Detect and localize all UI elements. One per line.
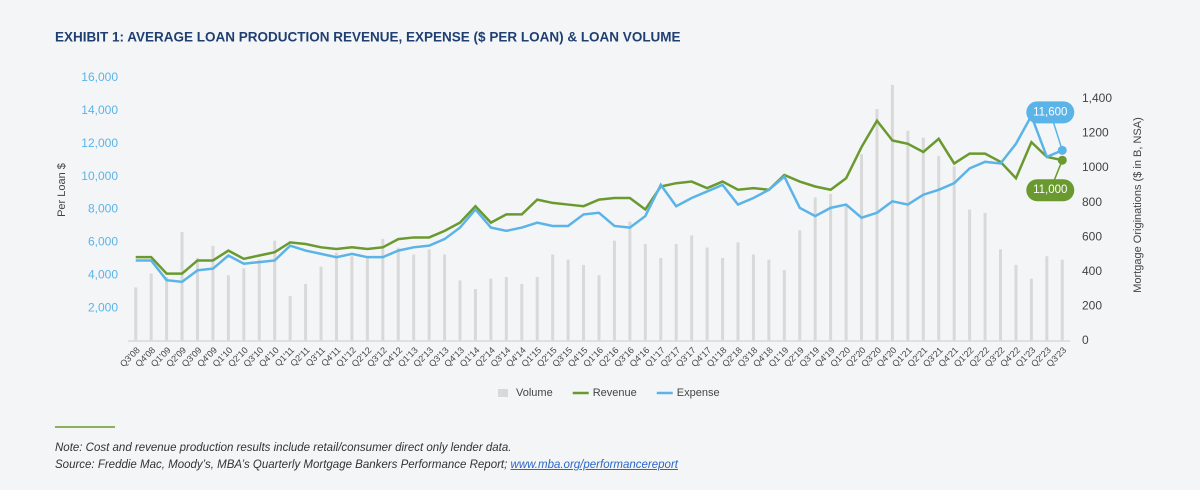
bar — [134, 287, 138, 341]
bar — [396, 247, 400, 341]
bar — [334, 252, 338, 341]
y-tick-label: 10,000 — [81, 169, 118, 183]
y-tick-label: 16,000 — [81, 70, 118, 84]
notes: Note: Cost and revenue production result… — [55, 440, 678, 474]
bar — [597, 275, 601, 341]
y-tick-label: 4,000 — [88, 267, 118, 281]
bar — [304, 283, 308, 341]
source-text: Source: Freddie Mac, Moody’s, MBA’s Quar… — [55, 459, 511, 471]
chart-title: EXHIBIT 1: AVERAGE LOAN PRODUCTION REVEN… — [55, 30, 681, 45]
bar — [180, 231, 184, 341]
bar — [427, 249, 431, 341]
bar — [443, 254, 447, 341]
bar — [813, 197, 817, 341]
bar — [273, 240, 277, 341]
legend-swatch — [498, 389, 508, 397]
legend-label: Revenue — [593, 387, 637, 399]
y2-tick-label: 1000 — [1082, 160, 1109, 174]
bar — [489, 278, 493, 341]
y2-axis-label: Mortgage Originations ($ in B, NSA) — [1132, 117, 1144, 292]
bar — [195, 257, 199, 341]
y2-tick-label: 1200 — [1082, 126, 1109, 140]
bar — [226, 275, 230, 341]
y-axis-label: Per Loan $ — [56, 163, 68, 217]
bar — [257, 259, 261, 341]
bar — [149, 273, 153, 341]
bar — [1045, 256, 1049, 341]
data-label: 11,600 — [1033, 106, 1067, 118]
bar — [674, 244, 678, 341]
bar — [319, 266, 323, 341]
y2-tick-label: 200 — [1082, 299, 1102, 313]
bar — [242, 268, 246, 341]
bar — [952, 166, 956, 341]
bar — [782, 270, 786, 341]
bar — [551, 254, 555, 341]
chart: EXHIBIT 1: AVERAGE LOAN PRODUCTION REVEN… — [55, 30, 1144, 428]
bar — [890, 84, 894, 341]
bar — [983, 212, 987, 341]
bar — [535, 276, 539, 341]
y2-tick-label: 600 — [1082, 229, 1102, 243]
bar — [582, 264, 586, 341]
bar — [829, 193, 833, 341]
source: Source: Freddie Mac, Moody’s, MBA’s Quar… — [55, 457, 678, 474]
bar — [520, 283, 524, 341]
bar — [690, 235, 694, 341]
bar — [736, 242, 740, 341]
bar — [566, 259, 570, 341]
y2-tick-label: 400 — [1082, 264, 1102, 278]
bar — [165, 276, 169, 341]
bar — [473, 289, 477, 341]
bar — [968, 209, 972, 341]
y2-tick-label: 800 — [1082, 195, 1102, 209]
bar — [860, 154, 864, 341]
callout — [1026, 101, 1075, 124]
bar — [1060, 259, 1064, 341]
line — [135, 112, 1063, 284]
legend-label: Volume — [516, 387, 553, 399]
bar — [921, 137, 925, 341]
bar — [875, 109, 879, 341]
bar — [504, 276, 508, 341]
bar — [937, 155, 941, 341]
y2-tick-label: 1,400 — [1082, 91, 1112, 105]
y-tick-label: 6,000 — [88, 235, 118, 249]
y-tick-label: 12,000 — [81, 136, 118, 150]
bar — [211, 245, 215, 341]
note: Note: Cost and revenue production result… — [55, 442, 512, 454]
legend-label: Expense — [677, 387, 720, 399]
bar — [365, 256, 369, 341]
callout — [1026, 179, 1075, 202]
bar — [659, 257, 663, 341]
bar — [1029, 278, 1033, 341]
y-tick-label: 2,000 — [88, 300, 118, 314]
bar — [767, 259, 771, 341]
y-tick-label: 8,000 — [88, 202, 118, 216]
bar — [612, 240, 616, 341]
bar — [906, 130, 910, 341]
bar — [643, 244, 647, 341]
bar — [1014, 264, 1018, 341]
bar — [458, 280, 462, 341]
bar — [798, 230, 802, 341]
source-link[interactable]: www.mba.org/performancereport — [510, 459, 678, 471]
bar — [751, 254, 755, 341]
bar — [381, 238, 385, 341]
bar — [844, 206, 848, 341]
data-label: 11,000 — [1033, 184, 1067, 196]
bar — [999, 249, 1003, 341]
bar — [705, 247, 709, 341]
y-tick-label: 14,000 — [81, 103, 118, 117]
bar — [721, 257, 725, 341]
bar — [628, 221, 632, 341]
y2-tick-label: 0 — [1082, 333, 1089, 347]
line — [135, 118, 1063, 275]
bar — [412, 254, 416, 341]
bar — [288, 296, 292, 341]
bar — [350, 256, 354, 341]
